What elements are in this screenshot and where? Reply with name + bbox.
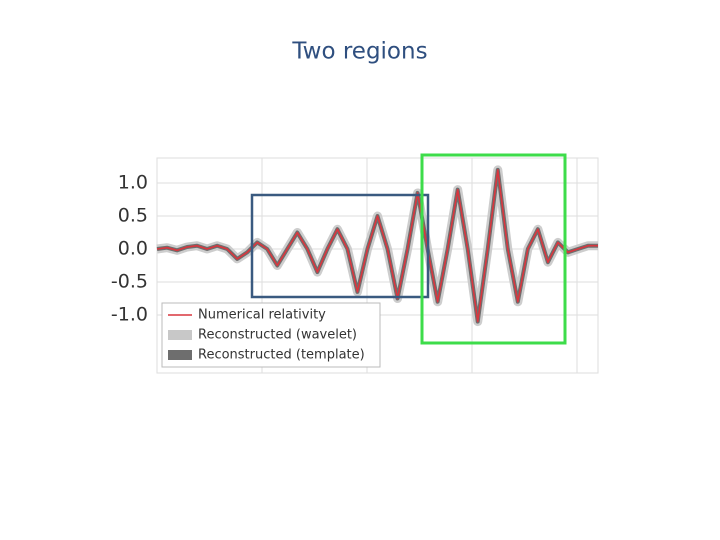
legend-label: Numerical relativity <box>198 308 326 323</box>
legend-label: Reconstructed (wavelet) <box>198 328 357 343</box>
legend-label: Reconstructed (template) <box>198 348 365 363</box>
y-tick-label: -0.5 <box>111 270 148 292</box>
region-box-merger <box>420 153 567 345</box>
chart-title: Two regions <box>291 39 427 65</box>
y-tick-label: 0.0 <box>118 238 148 260</box>
legend: Numerical relativity Reconstructed (wavel… <box>161 302 381 368</box>
y-tick-label: -1.0 <box>111 303 148 325</box>
region-box-inspiral <box>250 193 430 299</box>
y-tick-label: 0.5 <box>118 205 148 227</box>
legend-box <box>161 302 381 368</box>
legend-swatch <box>168 350 192 360</box>
series-lines <box>156 165 598 327</box>
legend-swatch <box>168 330 192 340</box>
series-line <box>156 169 598 323</box>
y-tick-label: 1.0 <box>118 172 148 194</box>
